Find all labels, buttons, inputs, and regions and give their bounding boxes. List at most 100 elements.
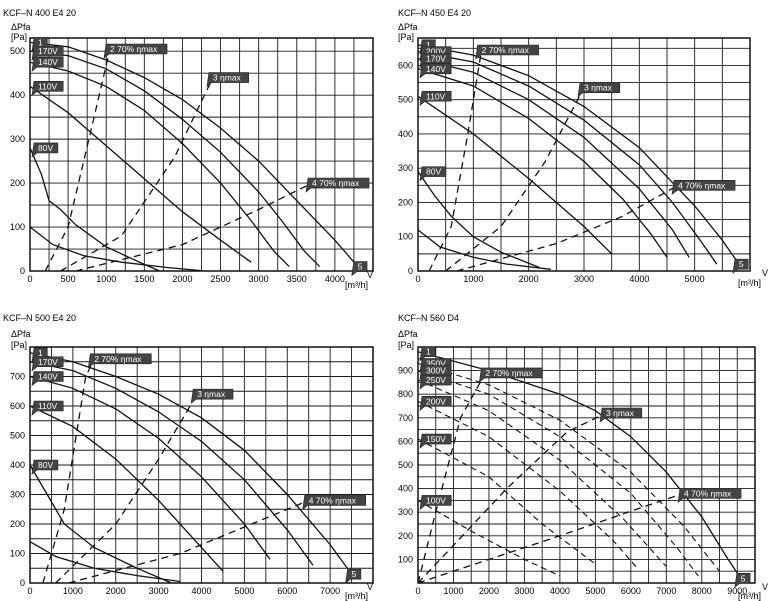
efficiency-line [42, 358, 95, 584]
x-tick-label: 2000 [479, 586, 499, 596]
x-tick-label: 0 [27, 586, 32, 596]
curve-label-tag [577, 82, 621, 98]
curve-label-text: 100V [426, 495, 446, 505]
plot-frame [417, 37, 751, 272]
efficiency-line [68, 499, 309, 584]
curve-label-text: 1 [426, 40, 431, 50]
curve-label-text: 140V [38, 372, 58, 382]
series-line [29, 375, 271, 560]
curve-label-text: 4 70% ηmax [684, 488, 732, 498]
curve-label-text: 170V [38, 46, 58, 56]
series-line [29, 41, 359, 268]
series-line [29, 61, 290, 268]
curve-label-text: 5 [739, 259, 744, 269]
efficiency-line [456, 184, 679, 272]
series-line [29, 541, 181, 583]
curve-label-tag [190, 388, 234, 404]
curve-label-tag [419, 166, 447, 182]
series-line [417, 44, 740, 265]
chart-kcf-n-500: KCF–N 500 E4 20 ΔPfa [Pa] V [m³/h] 0 1000… [3, 313, 374, 601]
curve-label-text: 2 70% ηmax [485, 368, 533, 378]
y-tick-label: 0 [408, 266, 413, 276]
y-tick-label: 300 [10, 490, 25, 500]
y-tick-label: 300 [10, 134, 25, 144]
x-axis-unit: [m³/h] [738, 591, 761, 601]
chart-kcf-n-400: KCF–N 400 E4 20 ΔPfa [Pa] V [m³/h] 0 500 1… [3, 8, 374, 290]
curve-label-tag [419, 433, 452, 449]
tick-labels: 0 500 1000 1500 2000 2500 3000 3500 4000 0 100 200 3… [10, 46, 345, 284]
curve-label-text: 110V [38, 81, 58, 91]
y-tick-label: 400 [398, 484, 413, 494]
x-tick-label: 3000 [149, 586, 169, 596]
y-tick-label: 0 [20, 266, 25, 276]
series-line [29, 50, 321, 268]
x-tick-label: 4000 [629, 274, 649, 284]
curve-label-tag [734, 572, 751, 588]
grid [418, 38, 750, 271]
curve-label-tag [31, 142, 59, 158]
x-tick-label: 7000 [656, 586, 676, 596]
curve-label-tag [31, 400, 64, 416]
series-line [417, 68, 668, 258]
y-tick-label: 700 [398, 413, 413, 423]
curve-label-tag [475, 44, 539, 60]
x-tick-label: 500 [61, 274, 76, 284]
x-tick-label: 4000 [191, 586, 211, 596]
curve-label-tag [478, 367, 543, 383]
y-tick-label: 300 [398, 163, 413, 173]
y-tick-label: 600 [398, 60, 413, 70]
y-tick-label: 300 [398, 507, 413, 517]
x-tick-label: 5000 [585, 586, 605, 596]
y-tick-label: 100 [398, 232, 413, 242]
curves [417, 351, 742, 584]
curve-label-text: 1 [426, 347, 431, 357]
x-axis-unit: [m³/h] [738, 278, 761, 288]
curve-label-text: 5 [352, 569, 357, 579]
tick-labels: 0 1000 2000 3000 4000 5000 6000 7000 8000 9000 100… [398, 366, 747, 596]
curve-label-text: 3 ηmax [213, 73, 242, 83]
curve-label-tag [419, 90, 452, 106]
dashed-curve-line [417, 400, 639, 570]
curve-label-text: 2 70% ηmax [110, 44, 158, 54]
chart-kcf-n-560: KCF–N 560 D4 ΔPfa [Pa] V [m³/h] 0 1000 200… [398, 313, 768, 601]
chart-title: KCF–N 450 E4 20 [398, 8, 471, 18]
curve-label-text: 200V [426, 47, 446, 57]
curve-label-text: 4 70% ηmax [312, 178, 360, 188]
efficiency-line [44, 48, 111, 272]
curve-label-text: 3 ηmax [584, 83, 613, 93]
x-tick-label: 1000 [63, 586, 83, 596]
x-axis-unit: [m³/h] [345, 280, 368, 290]
x-tick-label: 2000 [519, 274, 539, 284]
curve-label-text: 170V [426, 54, 446, 64]
x-tick-label: 6000 [621, 586, 641, 596]
x-tick-label: 0 [415, 274, 420, 284]
curve-label-text: 110V [426, 91, 446, 101]
efficiency-line [75, 182, 313, 272]
y-axis-label: ΔPfa [398, 22, 418, 32]
series-line [29, 226, 206, 272]
grid [418, 347, 755, 583]
x-tick-label: 3000 [514, 586, 534, 596]
x-tick-label: 0 [415, 586, 420, 596]
curve-label-text: 4 70% ηmax [309, 495, 357, 505]
series-line [417, 51, 718, 265]
curves [417, 44, 740, 272]
curve-label-text: 250V [426, 375, 446, 385]
efficiency-line [428, 49, 483, 272]
curve-label-tag [419, 346, 436, 362]
curves [29, 41, 359, 272]
series-line [417, 57, 690, 258]
y-tick-label: 0 [20, 578, 25, 588]
series-line [417, 95, 613, 255]
curve-label-text: 80V [426, 167, 441, 177]
curve-label-tag [31, 81, 64, 97]
curve-label-tag [419, 495, 452, 511]
curve-label-text: 1 [38, 348, 43, 358]
x-tick-label: 4000 [550, 586, 570, 596]
x-tick-label: 8000 [692, 586, 712, 596]
curve-label-tag [31, 459, 59, 475]
